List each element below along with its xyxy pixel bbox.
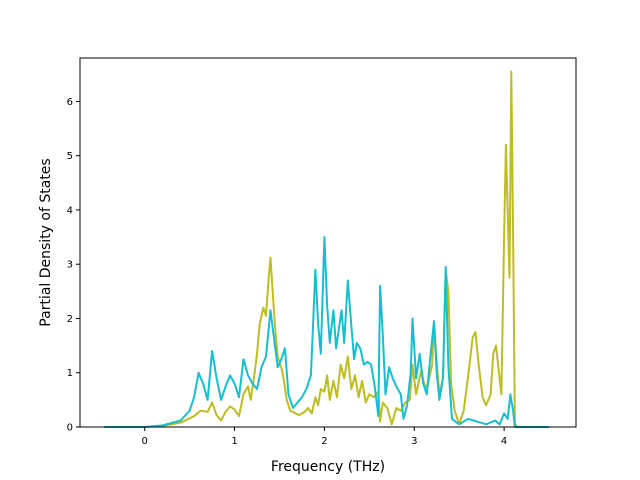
y-axis-label: Partial Density of States (38, 158, 54, 326)
x-tick-label: 1 (231, 436, 237, 447)
x-tick-label: 4 (501, 436, 507, 447)
x-axis-ticks: 0 1 2 3 4 (142, 427, 507, 447)
series-line-0 (104, 70, 549, 428)
y-axis-ticks: 0 1 2 3 4 5 6 (67, 97, 80, 434)
y-tick-label: 4 (67, 205, 73, 216)
x-tick-label: 2 (321, 436, 327, 447)
y-tick-label: 2 (67, 314, 73, 325)
y-tick-label: 6 (67, 97, 73, 108)
x-tick-label: 0 (142, 436, 148, 447)
y-tick-label: 5 (67, 151, 73, 162)
x-axis-label: Frequency (THz) (271, 459, 385, 475)
series-line-1 (104, 236, 549, 428)
plot-frame (79, 57, 577, 428)
y-tick-label: 3 (67, 260, 73, 271)
y-tick-label: 0 (67, 423, 73, 434)
series-layer (104, 70, 549, 428)
x-tick-label: 3 (411, 436, 417, 447)
y-tick-label: 1 (67, 368, 73, 379)
